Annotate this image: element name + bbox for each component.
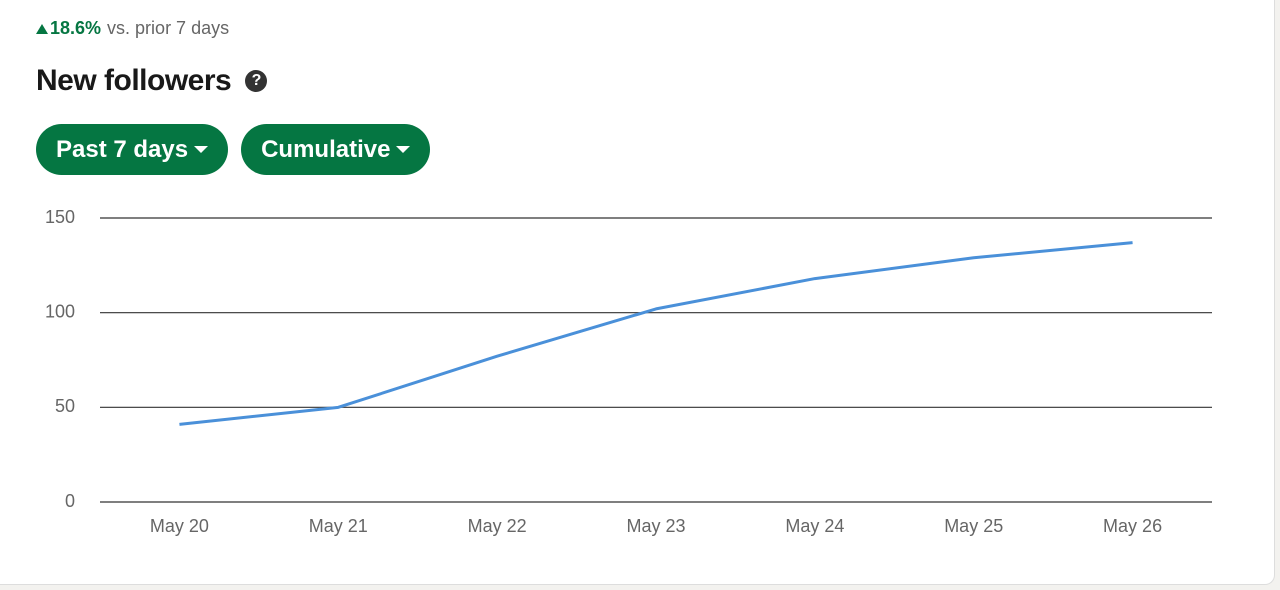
change-comparison: vs. prior 7 days [107, 18, 230, 38]
range-button[interactable]: Past 7 days [36, 124, 229, 175]
change-summary: 18.6% vs. prior 7 days [36, 18, 229, 39]
range-label: Past 7 days [56, 135, 189, 163]
x-tick-label: May 23 [626, 516, 685, 536]
x-tick-label: May 25 [944, 516, 1003, 536]
caret [396, 146, 411, 153]
title-row: New followers ? [36, 64, 268, 98]
change-value: 18.6% [50, 18, 102, 38]
y-tick-label: 150 [45, 207, 75, 227]
y-tick-label: 50 [55, 396, 75, 416]
up-icon [36, 23, 48, 34]
y-tick-label: 100 [45, 301, 75, 321]
chart-title: New followers [36, 64, 232, 97]
x-tick-label: May 26 [1103, 516, 1162, 536]
mode-label: Cumulative [261, 135, 391, 163]
help-icon[interactable]: ? [245, 70, 268, 92]
caret [194, 146, 209, 153]
x-tick-label: May 20 [150, 516, 209, 536]
x-tick-label: May 22 [468, 516, 527, 536]
y-tick-label: 0 [65, 491, 75, 511]
x-tick-label: May 21 [309, 516, 368, 536]
mode-button[interactable]: Cumulative [241, 124, 431, 175]
filters: Past 7 days Cumulative [36, 124, 431, 175]
x-tick-label: May 24 [785, 516, 844, 536]
line-series [179, 241, 1133, 426]
